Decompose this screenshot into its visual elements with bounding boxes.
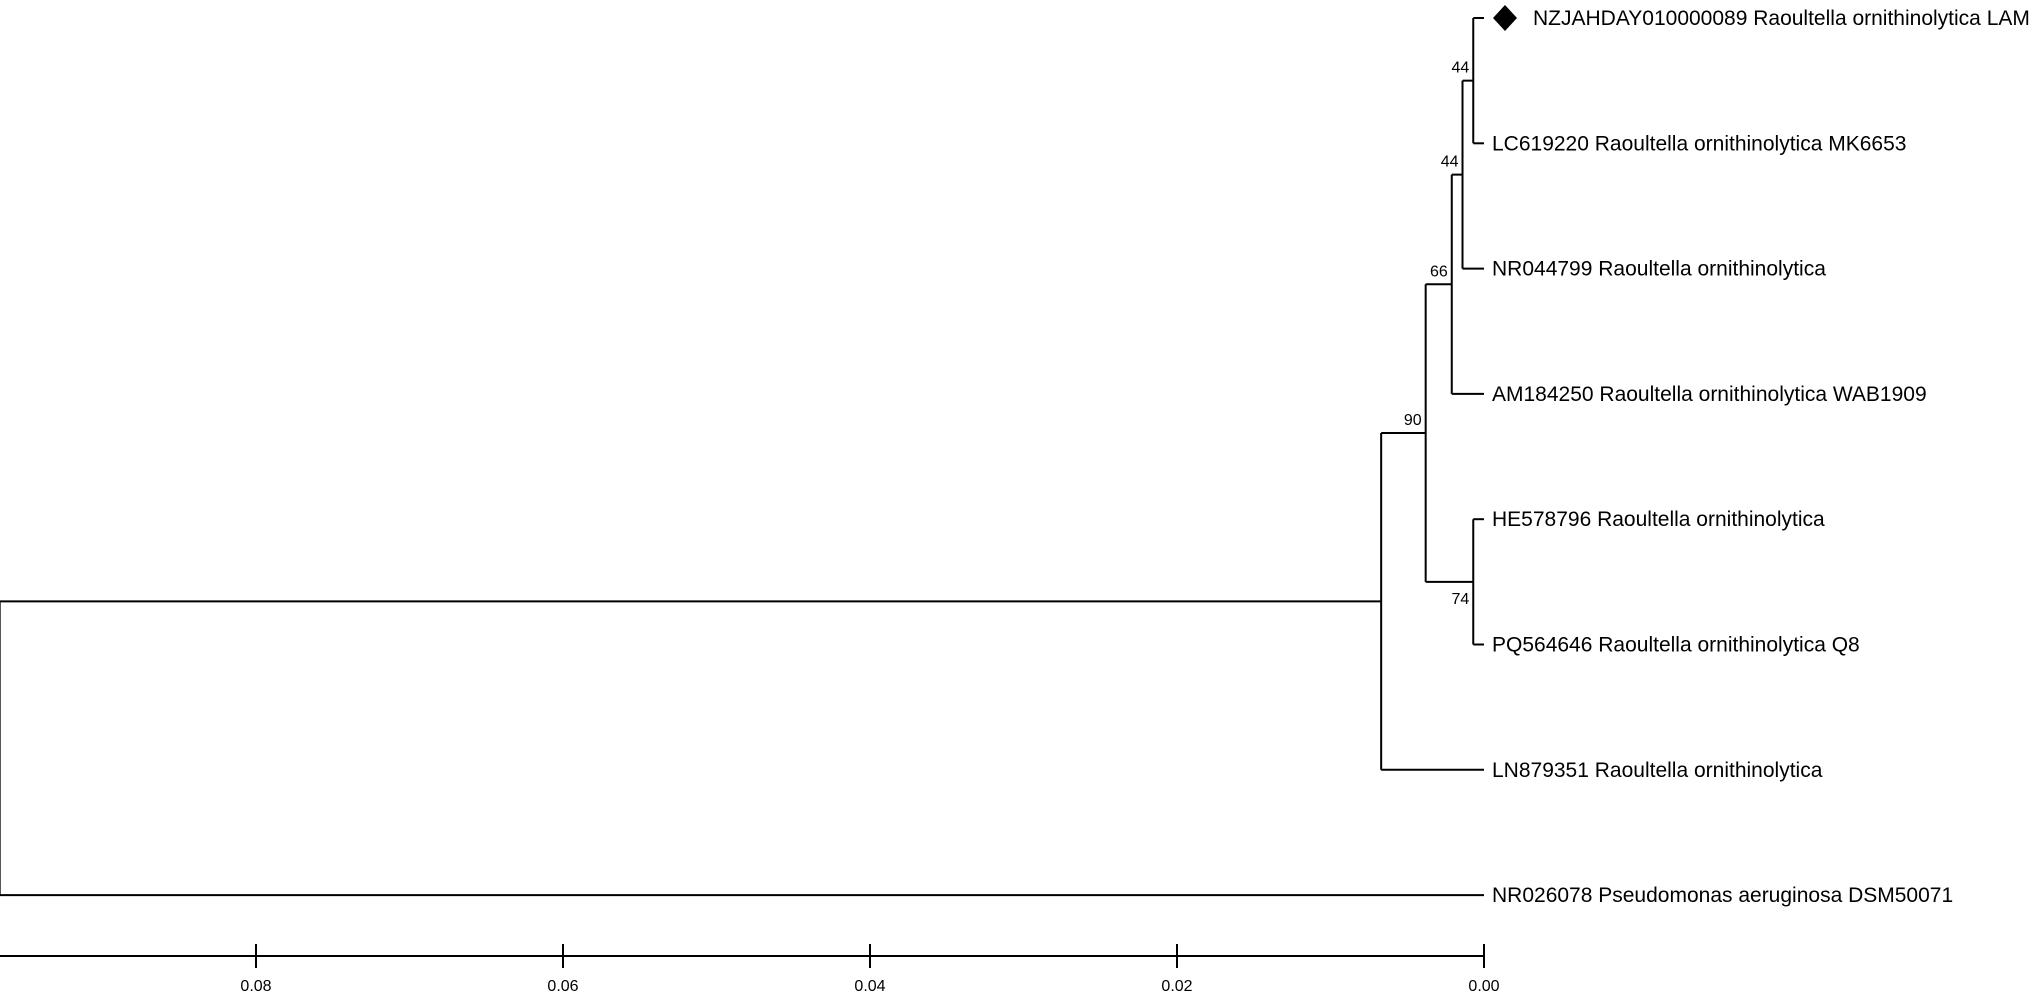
scale-tick-label: 0.02 xyxy=(1161,978,1192,995)
bootstrap-value: 66 xyxy=(1430,263,1448,280)
bootstrap-value: 44 xyxy=(1441,154,1459,171)
scale-tick-label: 0.04 xyxy=(854,978,885,995)
taxon-label: HE578796 Raoultella ornithinolytica xyxy=(1492,508,1825,531)
taxon-label: PQ564646 Raoultella ornithinolytica Q8 xyxy=(1492,634,1860,657)
scale-tick-label: 0.06 xyxy=(547,978,578,995)
bootstrap-value: 74 xyxy=(1451,591,1469,608)
taxon-label: NZJAHDAY010000089 Raoultella ornithinoly… xyxy=(1533,7,2029,30)
taxon-label: LN879351 Raoultella ornithinolytica xyxy=(1492,759,1823,782)
taxon-label: LC619220 Raoultella ornithinolytica MK66… xyxy=(1492,132,1906,155)
diamond-marker-icon xyxy=(1493,5,1517,31)
taxon-label: NR026078 Pseudomonas aeruginosa DSM50071 xyxy=(1492,884,1953,907)
bootstrap-value: 44 xyxy=(1451,60,1469,77)
taxon-label: NR044799 Raoultella ornithinolytica xyxy=(1492,258,1826,281)
scale-tick-label: 0.08 xyxy=(240,978,271,995)
taxon-label: AM184250 Raoultella ornithinolytica WAB1… xyxy=(1492,383,1927,406)
scale-tick-label: 0.00 xyxy=(1468,978,1499,995)
bootstrap-value: 90 xyxy=(1404,412,1422,429)
